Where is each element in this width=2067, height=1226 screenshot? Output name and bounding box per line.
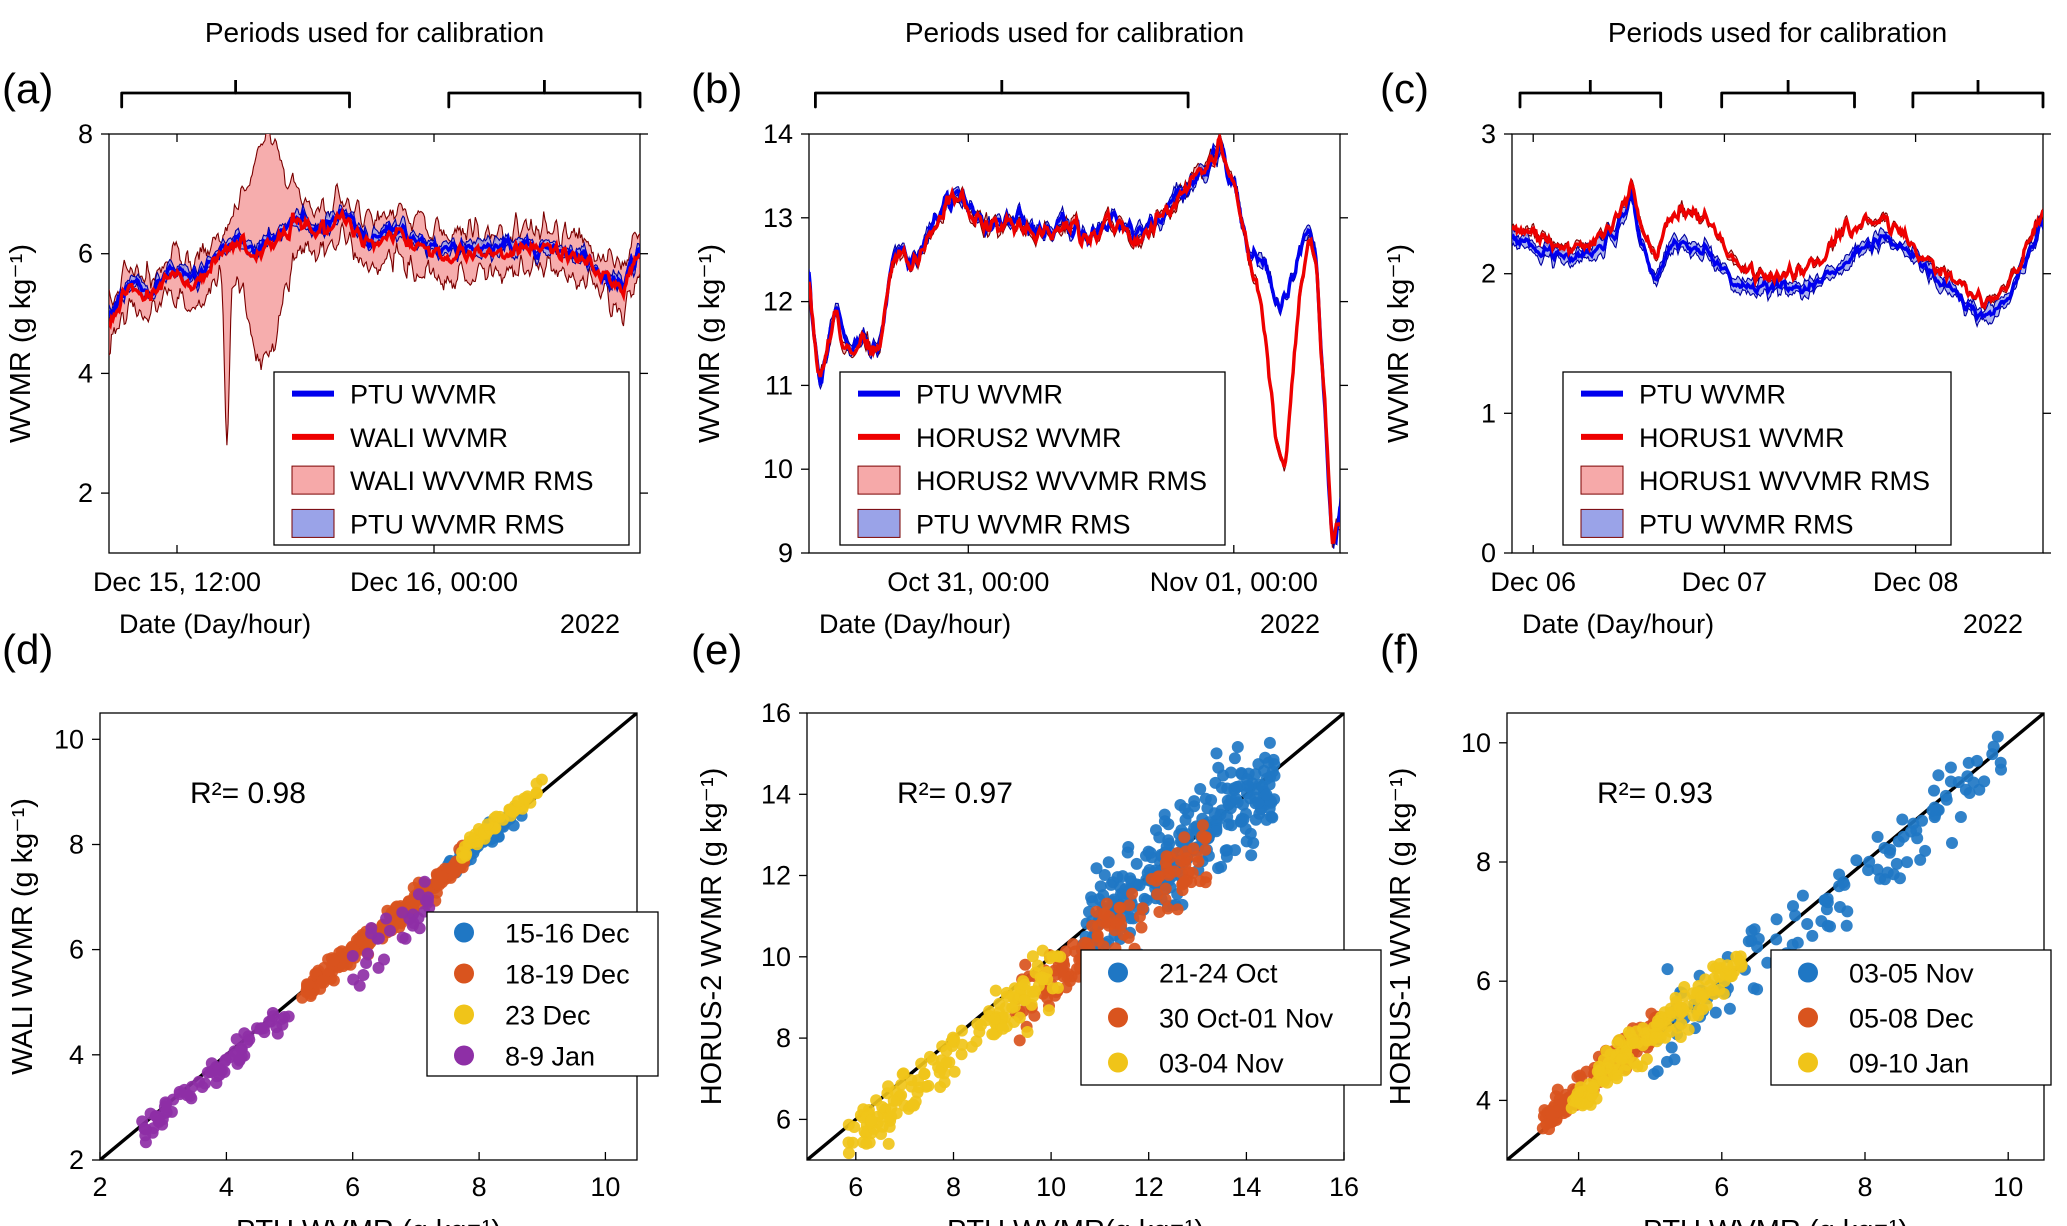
svg-text:R²= 0.98: R²= 0.98	[190, 777, 306, 810]
svg-text:4: 4	[219, 1172, 234, 1202]
svg-text:13: 13	[763, 203, 793, 233]
svg-text:4: 4	[78, 358, 93, 388]
svg-text:11: 11	[765, 370, 793, 400]
svg-text:10: 10	[590, 1172, 620, 1202]
svg-text:23 Dec: 23 Dec	[505, 1001, 591, 1031]
svg-text:HORUS2 WVVMR RMS: HORUS2 WVVMR RMS	[916, 466, 1207, 496]
svg-text:PTU WVMR RMS: PTU WVMR RMS	[350, 509, 564, 539]
svg-text:(f): (f)	[1380, 626, 1420, 673]
svg-text:8: 8	[69, 830, 84, 860]
svg-text:05-08 Dec: 05-08 Dec	[1849, 1004, 1974, 1034]
svg-text:03-04 Nov: 03-04 Nov	[1159, 1049, 1284, 1079]
svg-text:R²= 0.93: R²= 0.93	[1597, 777, 1713, 810]
svg-text:16: 16	[1329, 1172, 1359, 1202]
svg-text:8: 8	[472, 1172, 487, 1202]
svg-text:12: 12	[761, 861, 791, 891]
svg-text:HORUS1 WVMR: HORUS1 WVMR	[1639, 423, 1845, 453]
svg-text:10: 10	[1993, 1172, 2023, 1202]
svg-text:6: 6	[848, 1172, 863, 1202]
svg-text:03-05 Nov: 03-05 Nov	[1849, 959, 1974, 989]
svg-text:(a): (a)	[2, 65, 53, 112]
svg-text:18-19 Dec: 18-19 Dec	[505, 960, 630, 990]
svg-text:(d): (d)	[2, 626, 53, 673]
svg-text:9: 9	[778, 538, 793, 568]
svg-text:(e): (e)	[691, 626, 742, 673]
svg-text:PTU WVMR: PTU WVMR	[350, 380, 497, 410]
svg-text:8-9 Jan: 8-9 Jan	[505, 1042, 595, 1072]
svg-text:8: 8	[946, 1172, 961, 1202]
svg-text:6: 6	[78, 239, 93, 269]
svg-text:6: 6	[345, 1172, 360, 1202]
svg-text:Dec 08: Dec 08	[1873, 567, 1959, 597]
svg-text:HORUS2 WVMR: HORUS2 WVMR	[916, 423, 1122, 453]
svg-text:Dec 06: Dec 06	[1490, 567, 1576, 597]
svg-text:8: 8	[1476, 847, 1491, 877]
svg-text:2: 2	[1481, 259, 1496, 289]
svg-text:8: 8	[78, 119, 93, 149]
svg-text:12: 12	[763, 287, 793, 317]
svg-text:10: 10	[761, 942, 791, 972]
svg-text:4: 4	[1476, 1085, 1491, 1115]
svg-text:21-24 Oct: 21-24 Oct	[1159, 959, 1278, 989]
svg-text:15-16 Dec: 15-16 Dec	[505, 919, 630, 949]
svg-text:Nov 01, 00:00: Nov 01, 00:00	[1150, 567, 1318, 597]
svg-text:16: 16	[761, 698, 791, 728]
svg-text:3: 3	[1481, 119, 1496, 149]
svg-text:2: 2	[78, 478, 93, 508]
svg-text:PTU WVMR RMS: PTU WVMR RMS	[1639, 509, 1853, 539]
svg-text:(c): (c)	[1380, 65, 1429, 112]
svg-text:HORUS-1 WVMR (g kg⁻¹): HORUS-1 WVMR (g kg⁻¹)	[1385, 768, 1417, 1106]
svg-text:2: 2	[69, 1145, 84, 1175]
svg-text:10: 10	[54, 724, 84, 754]
svg-text:8: 8	[1857, 1172, 1872, 1202]
svg-text:30 Oct-01 Nov: 30 Oct-01 Nov	[1159, 1004, 1334, 1034]
svg-text:PTU WVMR (g kg⁻¹): PTU WVMR (g kg⁻¹)	[236, 1215, 501, 1226]
svg-text:PTU WVMR (g kg⁻¹): PTU WVMR (g kg⁻¹)	[1643, 1215, 1908, 1226]
svg-text:2: 2	[92, 1172, 107, 1202]
svg-text:10: 10	[1461, 728, 1491, 758]
svg-text:0: 0	[1481, 538, 1496, 568]
svg-text:R²= 0.97: R²= 0.97	[897, 777, 1013, 810]
svg-text:14: 14	[1231, 1172, 1261, 1202]
svg-text:1: 1	[1481, 398, 1496, 428]
svg-text:09-10 Jan: 09-10 Jan	[1849, 1049, 1969, 1079]
svg-text:6: 6	[776, 1104, 791, 1134]
svg-text:12: 12	[1134, 1172, 1164, 1202]
svg-text:WALI WVMR: WALI WVMR	[350, 423, 508, 453]
svg-text:WALI WVVMR RMS: WALI WVVMR RMS	[350, 466, 594, 496]
svg-text:HORUS-2 WVMR (g kg⁻¹): HORUS-2 WVMR (g kg⁻¹)	[696, 768, 728, 1106]
svg-text:6: 6	[1714, 1172, 1729, 1202]
svg-text:PTU WVMR: PTU WVMR	[916, 380, 1063, 410]
svg-text:(b): (b)	[691, 65, 742, 112]
svg-text:4: 4	[1571, 1172, 1586, 1202]
svg-text:PTU WVMR RMS: PTU WVMR RMS	[916, 509, 1130, 539]
svg-text:WVMR (g kg⁻¹): WVMR (g kg⁻¹)	[5, 244, 37, 443]
svg-text:14: 14	[761, 779, 791, 809]
svg-text:Periods used for calibration: Periods used for calibration	[1608, 17, 1947, 48]
svg-text:10: 10	[763, 454, 793, 484]
svg-text:6: 6	[1476, 966, 1491, 996]
svg-text:PTU WVMR(g kg⁻¹): PTU WVMR(g kg⁻¹)	[947, 1215, 1204, 1226]
svg-text:4: 4	[69, 1040, 84, 1070]
svg-text:6: 6	[69, 935, 84, 965]
svg-text:WVMR (g kg⁻¹): WVMR (g kg⁻¹)	[1383, 244, 1415, 443]
svg-text:HORUS1 WVVMR RMS: HORUS1 WVVMR RMS	[1639, 466, 1930, 496]
svg-text:14: 14	[763, 119, 793, 149]
svg-text:Oct 31, 00:00: Oct 31, 00:00	[887, 567, 1049, 597]
svg-text:10: 10	[1036, 1172, 1066, 1202]
svg-text:Dec 16, 00:00: Dec 16, 00:00	[350, 567, 518, 597]
svg-text:PTU WVMR: PTU WVMR	[1639, 380, 1786, 410]
svg-text:WALI WVMR (g kg⁻¹): WALI WVMR (g kg⁻¹)	[7, 798, 39, 1075]
svg-text:Periods used for calibration: Periods used for calibration	[905, 17, 1244, 48]
svg-text:Dec 07: Dec 07	[1682, 567, 1768, 597]
svg-text:Dec 15, 12:00: Dec 15, 12:00	[93, 567, 261, 597]
svg-text:WVMR (g kg⁻¹): WVMR (g kg⁻¹)	[694, 244, 726, 443]
svg-text:Periods used for calibration: Periods used for calibration	[205, 17, 544, 48]
svg-text:8: 8	[776, 1023, 791, 1053]
